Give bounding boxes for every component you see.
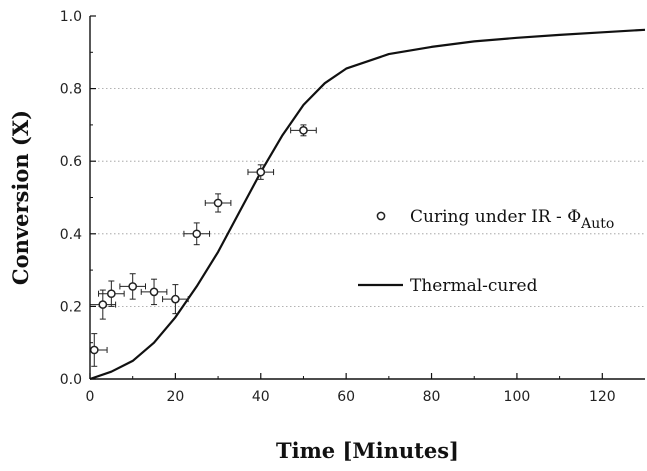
y-tick-label: 0.8 [60, 82, 82, 98]
ir-data-point [183, 222, 211, 246]
x-tick-label: 80 [423, 389, 441, 405]
ir-data-point [204, 193, 232, 213]
thermal-cured-line [89, 28, 646, 381]
data-marker [106, 289, 116, 299]
x-axis-title: Time [Minutes] [276, 438, 459, 463]
legend-marker-ir [376, 211, 386, 221]
data-marker [89, 345, 99, 355]
ir-data-point [290, 124, 317, 137]
data-marker [171, 294, 180, 304]
x-tick-label: 20 [166, 389, 184, 405]
data-marker [256, 167, 266, 177]
y-tick-label: 0.4 [60, 227, 82, 243]
x-tick-label: 100 [504, 389, 531, 405]
ir-data-point [140, 278, 168, 306]
legend-label-thermal: Thermal-cured [410, 276, 538, 296]
x-tick-label: 0 [86, 389, 95, 405]
ir-data-point [247, 164, 275, 180]
y-tick-label: 0.2 [60, 299, 82, 315]
data-marker [213, 198, 223, 208]
legend: Curing under IR - ΦAuto Thermal-cured [358, 207, 614, 296]
x-tick-label: 120 [589, 389, 616, 405]
y-tick-label: 0.0 [60, 372, 82, 388]
x-tick-label: 40 [252, 389, 270, 405]
thermal-cured-curve [89, 28, 646, 381]
y-tick-label: 1.0 [60, 9, 82, 25]
ir-data-point [98, 280, 125, 307]
grid-lines [90, 88, 645, 307]
legend-label-ir-subscript: Auto [580, 216, 614, 232]
x-tick-label: 60 [337, 389, 355, 405]
data-marker [192, 229, 202, 239]
data-marker [149, 287, 159, 297]
y-axis-title: Conversion (X) [8, 110, 33, 285]
ir-data-point [119, 273, 146, 300]
legend-label-ir-main: Curing under IR - Φ [410, 207, 581, 227]
legend-label-ir: Curing under IR - ΦAuto [410, 207, 614, 232]
ticks: 0 20 40 60 80 100 120 0.0 0.2 0.4 0.6 0.8 1.0 [60, 9, 616, 405]
axes [89, 16, 645, 380]
data-marker [128, 282, 138, 291]
data-marker [299, 125, 308, 135]
ir-cured-points [89, 124, 317, 367]
ir-data-point [162, 284, 189, 315]
ir-data-point [89, 333, 108, 367]
y-tick-label: 0.6 [60, 154, 82, 170]
data-marker [98, 300, 108, 309]
